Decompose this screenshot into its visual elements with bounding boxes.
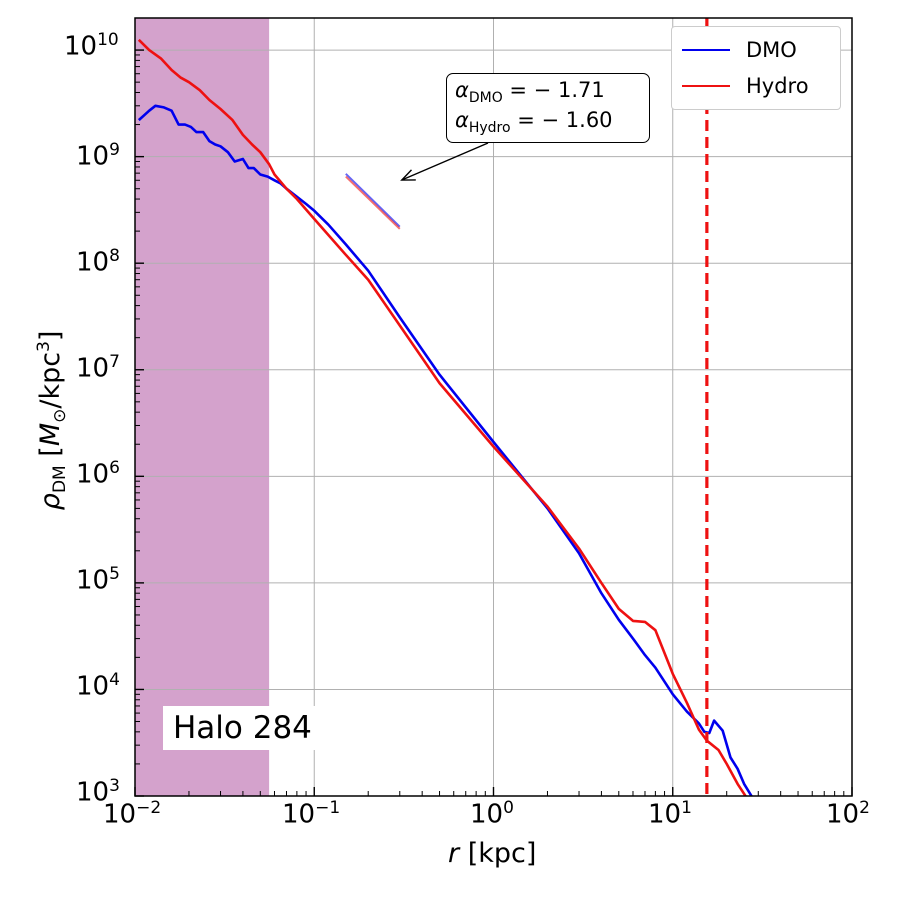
legend-label-hydro: Hydro [746,74,809,98]
legend-item-hydro: Hydro [682,73,809,99]
slope-fit-line-1 [345,175,401,230]
halo-label: Halo 284 [163,706,322,750]
x-axis-label: r [kpc] [448,838,537,869]
y-tick-label-109: 109 [76,140,120,172]
y-tick-label-107: 107 [76,352,120,384]
alpha-hydro-text: αHydro = − 1.60 [455,108,613,137]
legend-item-dmo: DMO [682,37,797,63]
annotation-arrow-line [401,142,489,181]
x-tick-exp-1: −1 [315,798,341,818]
y-tick-label-1010: 1010 [64,30,119,62]
series-line-dmo [137,104,753,796]
x-tick-exp-0: −2 [136,798,162,818]
x-tick-label-0: 10−2 [103,798,162,830]
x-tick-label-3: 101 [648,798,692,830]
x-tick-exp-3: 1 [681,798,692,818]
slope-fit-line-0 [345,173,401,228]
x-tick-label-4: 102 [826,798,870,830]
y-tick-label-106: 106 [76,458,120,490]
annotation-arrow-head [400,169,416,181]
legend-label-dmo: DMO [746,38,797,62]
alpha-dmo-text: αDMO = − 1.71 [455,78,605,107]
x-tick-label-1: 10−1 [282,798,341,830]
y-tick-label-105: 105 [76,564,120,596]
series-line-hydro [137,38,748,796]
y-tick-label-108: 108 [76,246,120,278]
slope-annotation-box: αDMO = − 1.71 αHydro = − 1.60 [446,73,650,143]
x-tick-label-2: 100 [470,798,514,830]
y-axis-label: ρDM [M⊙/kpc3] [33,330,71,511]
x-tick-exp-4: 2 [859,798,870,818]
legend: DMO Hydro [671,26,841,110]
resolution-shaded-region [135,18,270,796]
legend-swatch-hydro [682,85,730,87]
legend-swatch-dmo [682,49,730,51]
y-tick-label-104: 104 [76,670,120,702]
x-tick-exp-2: 0 [503,798,514,818]
y-tick-label-103: 103 [76,776,120,808]
